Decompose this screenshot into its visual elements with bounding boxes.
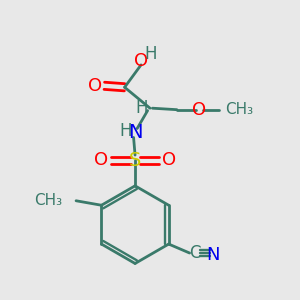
Text: C: C bbox=[189, 244, 201, 262]
Text: S: S bbox=[129, 151, 141, 170]
Text: N: N bbox=[206, 245, 219, 263]
Text: O: O bbox=[162, 152, 176, 169]
Text: H: H bbox=[144, 45, 157, 63]
Text: O: O bbox=[192, 101, 206, 119]
Text: H: H bbox=[120, 122, 132, 140]
Text: CH₃: CH₃ bbox=[225, 102, 253, 117]
Text: O: O bbox=[88, 77, 102, 95]
Text: O: O bbox=[134, 52, 148, 70]
Text: N: N bbox=[128, 123, 142, 142]
Text: O: O bbox=[94, 152, 108, 169]
Text: CH₃: CH₃ bbox=[34, 193, 63, 208]
Text: H: H bbox=[135, 99, 148, 117]
